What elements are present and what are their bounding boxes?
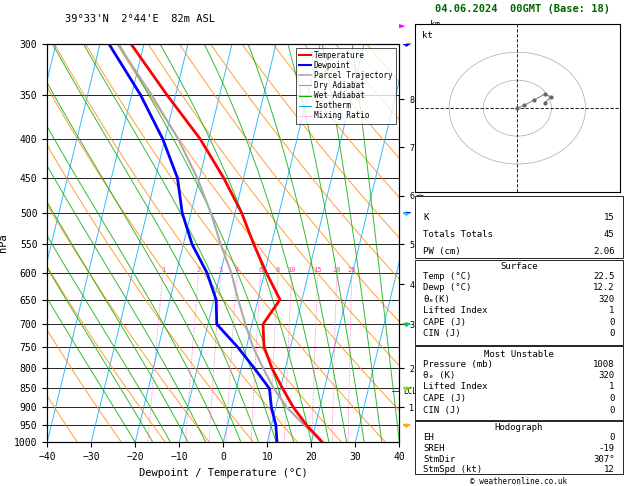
Text: Totals Totals: Totals Totals xyxy=(423,230,493,239)
Text: 04.06.2024  00GMT (Base: 18): 04.06.2024 00GMT (Base: 18) xyxy=(435,4,610,14)
Text: -19: -19 xyxy=(598,444,615,453)
Text: Temp (°C): Temp (°C) xyxy=(423,272,472,281)
Text: 320: 320 xyxy=(598,371,615,380)
Text: 22.5: 22.5 xyxy=(593,272,615,281)
Text: θₑ (K): θₑ (K) xyxy=(423,371,455,380)
Text: 8: 8 xyxy=(276,267,280,273)
Text: StmSpd (kt): StmSpd (kt) xyxy=(423,465,482,474)
Text: 0: 0 xyxy=(609,394,615,403)
Text: 0: 0 xyxy=(609,433,615,442)
Text: 2.06: 2.06 xyxy=(593,247,615,256)
Legend: Temperature, Dewpoint, Parcel Trajectory, Dry Adiabat, Wet Adiabat, Isotherm, Mi: Temperature, Dewpoint, Parcel Trajectory… xyxy=(296,48,396,123)
Text: ►: ► xyxy=(399,22,406,32)
Text: LCL: LCL xyxy=(403,387,417,396)
Text: CIN (J): CIN (J) xyxy=(423,329,461,338)
Y-axis label: Mixing Ratio (g/kg): Mixing Ratio (g/kg) xyxy=(417,192,426,294)
Bar xyxy=(415,196,623,259)
Text: 0: 0 xyxy=(609,318,615,327)
Bar xyxy=(415,421,623,474)
Text: K: K xyxy=(423,213,429,222)
Text: CIN (J): CIN (J) xyxy=(423,406,461,415)
Text: 307°: 307° xyxy=(593,455,615,464)
Text: —: — xyxy=(406,384,411,393)
Text: 1008: 1008 xyxy=(593,360,615,369)
Text: PW (cm): PW (cm) xyxy=(423,247,461,256)
Text: StmDir: StmDir xyxy=(423,455,455,464)
Text: 4: 4 xyxy=(235,267,239,273)
Text: Surface: Surface xyxy=(500,262,538,271)
Text: 1: 1 xyxy=(609,306,615,315)
Text: Dewp (°C): Dewp (°C) xyxy=(423,283,472,292)
Y-axis label: hPa: hPa xyxy=(0,234,8,252)
Text: —: — xyxy=(406,208,411,217)
X-axis label: Dewpoint / Temperature (°C): Dewpoint / Temperature (°C) xyxy=(139,468,308,478)
Text: Hodograph: Hodograph xyxy=(495,423,543,433)
Text: kt: kt xyxy=(422,31,433,40)
Text: 12.2: 12.2 xyxy=(593,283,615,292)
Text: CAPE (J): CAPE (J) xyxy=(423,318,467,327)
Text: 2: 2 xyxy=(196,267,201,273)
Bar xyxy=(415,260,623,345)
Text: 10: 10 xyxy=(287,267,296,273)
Text: Most Unstable: Most Unstable xyxy=(484,350,554,359)
Text: 25: 25 xyxy=(348,267,356,273)
Text: © weatheronline.co.uk: © weatheronline.co.uk xyxy=(470,477,567,486)
Text: EH: EH xyxy=(423,433,434,442)
Text: 45: 45 xyxy=(604,230,615,239)
Text: —: — xyxy=(406,39,411,48)
Text: SREH: SREH xyxy=(423,444,445,453)
Text: 12: 12 xyxy=(604,465,615,474)
Text: Lifted Index: Lifted Index xyxy=(423,306,488,315)
Text: θₑ(K): θₑ(K) xyxy=(423,295,450,304)
Text: 320: 320 xyxy=(598,295,615,304)
Text: —: — xyxy=(406,320,411,329)
Text: 3: 3 xyxy=(218,267,223,273)
Text: Lifted Index: Lifted Index xyxy=(423,382,488,391)
Text: 6: 6 xyxy=(259,267,263,273)
Text: CAPE (J): CAPE (J) xyxy=(423,394,467,403)
Text: km
ASL: km ASL xyxy=(427,20,442,40)
Text: 0: 0 xyxy=(609,329,615,338)
Text: —: — xyxy=(406,421,411,430)
Text: 15: 15 xyxy=(313,267,322,273)
Text: 20: 20 xyxy=(333,267,341,273)
Text: 15: 15 xyxy=(604,213,615,222)
Text: 39°33'N  2°44'E  82m ASL: 39°33'N 2°44'E 82m ASL xyxy=(65,14,215,24)
Text: 0: 0 xyxy=(609,406,615,415)
Bar xyxy=(415,346,623,419)
Text: Pressure (mb): Pressure (mb) xyxy=(423,360,493,369)
Text: 1: 1 xyxy=(161,267,165,273)
Text: 1: 1 xyxy=(609,382,615,391)
